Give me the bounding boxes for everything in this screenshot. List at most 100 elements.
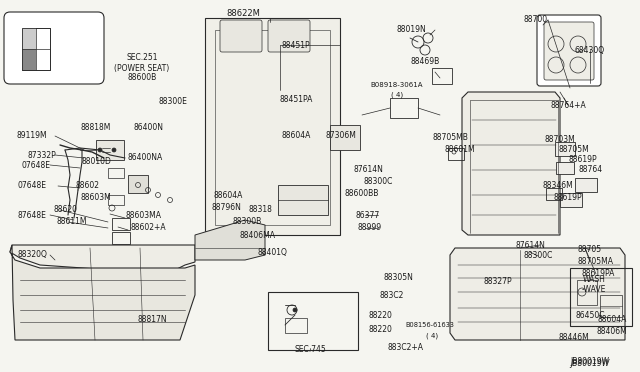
Bar (555, 142, 575, 156)
Bar (330, 125, 360, 150)
Text: 88619P: 88619P (569, 155, 597, 164)
Text: 88603M: 88603M (81, 193, 111, 202)
Text: 88602: 88602 (76, 182, 100, 190)
Text: 88300E: 88300E (159, 97, 188, 106)
Text: 07648E: 07648E (17, 182, 47, 190)
FancyBboxPatch shape (268, 20, 310, 52)
Bar (575, 178, 597, 192)
Text: 88604A: 88604A (282, 131, 310, 140)
Text: 88705MA: 88705MA (577, 257, 613, 266)
Polygon shape (10, 245, 195, 272)
Text: 88406M: 88406M (596, 327, 627, 337)
Text: ( 4): ( 4) (391, 92, 403, 98)
Text: 87306M: 87306M (326, 131, 356, 140)
Text: 86400N: 86400N (133, 124, 163, 132)
Text: 88620: 88620 (54, 205, 78, 215)
Text: 07648E: 07648E (22, 160, 51, 170)
Bar (22, 49, 36, 70)
Text: WASH: WASH (582, 276, 605, 285)
Text: 88817N: 88817N (137, 315, 167, 324)
Bar (112, 232, 130, 244)
Text: 88602+A: 88602+A (130, 222, 166, 231)
Text: 88300C: 88300C (524, 251, 553, 260)
Bar (546, 188, 562, 200)
Bar (112, 218, 130, 230)
Bar (108, 195, 124, 205)
Text: 88818M: 88818M (81, 124, 111, 132)
Bar (108, 168, 124, 178)
Text: ( 4): ( 4) (426, 333, 438, 339)
Bar (600, 295, 622, 317)
Text: 87614N: 87614N (353, 166, 383, 174)
Text: 88604A: 88604A (213, 190, 243, 199)
Text: 88220: 88220 (368, 326, 392, 334)
Polygon shape (10, 245, 195, 340)
Bar (22, 28, 36, 49)
Text: 88700: 88700 (524, 16, 548, 25)
FancyBboxPatch shape (537, 15, 601, 86)
Bar (560, 193, 582, 207)
Bar (22, 28, 50, 70)
Circle shape (98, 148, 102, 152)
Text: 88705: 88705 (578, 246, 602, 254)
Text: 88796N: 88796N (211, 202, 241, 212)
Text: 88401Q: 88401Q (257, 247, 287, 257)
Text: 88451PA: 88451PA (279, 96, 313, 105)
Text: 88327P: 88327P (484, 278, 512, 286)
Text: 88220: 88220 (368, 311, 392, 320)
Text: 883C2: 883C2 (380, 291, 404, 299)
Text: 88619P: 88619P (554, 193, 582, 202)
Text: 88346M: 88346M (543, 180, 573, 189)
Text: 88764+A: 88764+A (550, 100, 586, 109)
Bar (577, 280, 597, 305)
Text: 88705MB: 88705MB (432, 134, 468, 142)
Bar (556, 162, 574, 174)
Text: 87614N: 87614N (515, 241, 545, 250)
Bar (215, 30, 330, 225)
Text: 88703M: 88703M (545, 135, 575, 144)
Text: 88305N: 88305N (383, 273, 413, 282)
Text: 88611M: 88611M (57, 218, 87, 227)
Text: 88764: 88764 (579, 166, 603, 174)
Text: 88603MA: 88603MA (125, 211, 161, 219)
Text: 87648E: 87648E (17, 211, 47, 219)
Circle shape (112, 148, 116, 152)
Bar (22, 28, 50, 70)
Text: 88600BB: 88600BB (345, 189, 379, 199)
Text: 88406MA: 88406MA (240, 231, 276, 240)
Text: 88320Q: 88320Q (17, 250, 47, 260)
Bar (268, 292, 358, 350)
Text: 88446M: 88446M (559, 334, 589, 343)
FancyBboxPatch shape (544, 22, 594, 80)
Text: 86400NA: 86400NA (127, 154, 163, 163)
Text: 88469B: 88469B (410, 58, 440, 67)
Text: 86450C: 86450C (575, 311, 605, 320)
Text: 88604A: 88604A (597, 315, 627, 324)
Polygon shape (462, 92, 560, 235)
Text: 88600B: 88600B (127, 74, 157, 83)
Text: 88622M: 88622M (226, 10, 260, 19)
Text: B08156-61633: B08156-61633 (406, 322, 454, 328)
FancyBboxPatch shape (4, 12, 104, 84)
Bar (128, 175, 148, 193)
Text: 88300B: 88300B (232, 218, 262, 227)
Text: 88451P: 88451P (282, 41, 310, 49)
Bar (448, 148, 464, 160)
Polygon shape (450, 248, 625, 340)
Text: 88019N: 88019N (396, 26, 426, 35)
Circle shape (293, 308, 297, 312)
Bar (390, 98, 418, 118)
Text: 88318: 88318 (248, 205, 272, 215)
FancyBboxPatch shape (220, 20, 262, 52)
Bar (432, 68, 452, 84)
Text: 68430Q: 68430Q (575, 45, 605, 55)
Text: SEC.745: SEC.745 (294, 346, 326, 355)
Text: (POWER SEAT): (POWER SEAT) (115, 64, 170, 73)
Bar (278, 185, 328, 215)
Text: B08918-3061A: B08918-3061A (371, 82, 423, 88)
Text: 87332P: 87332P (28, 151, 56, 160)
Text: JB80019W: JB80019W (570, 357, 609, 366)
Text: 883C2+A: 883C2+A (388, 343, 424, 353)
Text: 88601M: 88601M (445, 145, 476, 154)
Text: 88300C: 88300C (364, 177, 393, 186)
